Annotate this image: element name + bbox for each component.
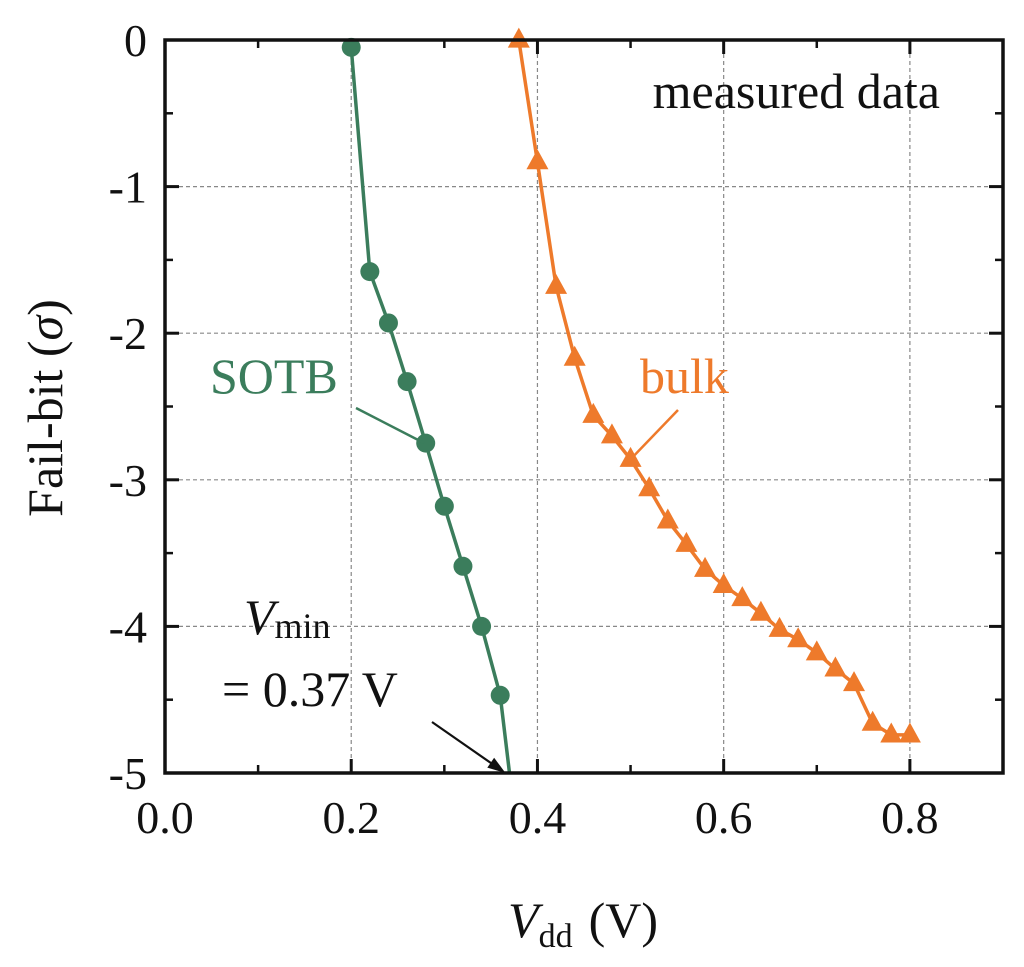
data-point-bulk [880, 722, 903, 743]
y-tick-label: 0 [124, 15, 147, 66]
data-point-bulk [507, 27, 530, 48]
x-axis-subscript: dd [539, 918, 573, 955]
data-point-sotb [416, 433, 436, 453]
data-point-bulk [526, 149, 549, 170]
x-axis-symbol: V [508, 892, 544, 948]
series-layer [341, 27, 921, 774]
data-point-sotb [490, 685, 510, 705]
chart-annotation-title: measured data [653, 63, 940, 119]
vmin-symbol: V [244, 589, 280, 645]
vmin-arrow [431, 721, 506, 773]
vmin-value: = 0.37 V [222, 661, 398, 717]
y-axis-title: Fail-bit (σ) [17, 299, 73, 517]
data-point-sotb [434, 496, 454, 516]
data-point-bulk [600, 423, 623, 444]
data-point-sotb [453, 556, 473, 576]
data-point-bulk [731, 586, 754, 607]
data-point-bulk [619, 446, 642, 467]
x-tick-label: 0.0 [136, 792, 194, 843]
y-tick-label: -3 [109, 455, 147, 506]
vmin-arrow-line [431, 721, 501, 770]
data-point-bulk [824, 656, 847, 677]
y-axis-suffix: ) [17, 299, 73, 316]
y-tick-label: -2 [109, 308, 147, 359]
data-point-bulk [898, 722, 921, 743]
data-point-bulk [843, 671, 866, 692]
data-point-bulk [749, 600, 772, 621]
data-point-bulk [545, 273, 568, 294]
vmin-label: Vmin [244, 589, 331, 646]
vmin-arrow-head [487, 757, 506, 773]
series-sotb [341, 37, 512, 774]
y-tick-label: -4 [109, 601, 147, 652]
data-point-bulk [712, 572, 735, 593]
series-label-bulk: bulk [640, 348, 729, 404]
data-point-bulk [563, 345, 586, 366]
series-label-sotb: SOTB [210, 348, 338, 404]
data-point-sotb [378, 313, 398, 333]
y-tick-label: -5 [109, 748, 147, 799]
vmin-subscript: min [275, 606, 331, 646]
data-point-sotb [397, 372, 417, 392]
labels: 0.0 0.2 0.4 0.6 0.8 0 -1 -2 -3 -4 -5 [109, 15, 939, 843]
x-axis-title: Vdd (V) [508, 892, 658, 955]
x-tick-label: 0.8 [881, 792, 939, 843]
series-leader-bulk [627, 409, 679, 463]
data-point-bulk [656, 508, 679, 529]
data-point-bulk [805, 640, 828, 661]
data-point-bulk [675, 531, 698, 552]
x-tick-label: 0.2 [322, 792, 380, 843]
data-point-bulk [787, 627, 810, 648]
data-point-bulk [861, 710, 884, 731]
x-tick-label: 0.4 [509, 792, 567, 843]
data-point-sotb [472, 616, 492, 636]
data-point-sotb [341, 37, 361, 57]
series-leader-sotb [355, 406, 425, 445]
data-point-bulk [694, 556, 717, 577]
series-bulk [507, 27, 921, 743]
data-point-bulk [582, 402, 605, 423]
y-axis-symbol: σ [17, 313, 73, 340]
data-point-sotb [360, 262, 380, 282]
series-line-sotb [349, 47, 512, 774]
x-tick-label: 0.6 [695, 792, 753, 843]
plot-frame [163, 38, 1005, 775]
y-tick-label: -1 [109, 162, 147, 213]
data-point-bulk [768, 616, 791, 637]
y-axis-prefix: Fail-bit ( [17, 340, 73, 516]
x-axis-unit: (V) [589, 892, 658, 948]
data-point-bulk [638, 476, 661, 497]
